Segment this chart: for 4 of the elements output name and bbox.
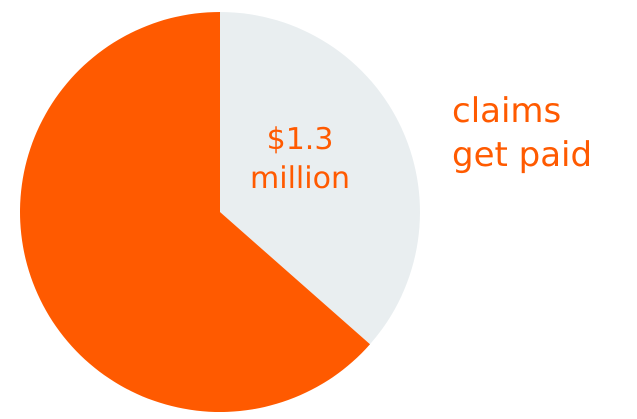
pie-slice [220, 12, 420, 344]
text: claims get paid [452, 91, 592, 176]
text: $1.3 million [250, 122, 350, 196]
pie-slice [20, 12, 370, 412]
